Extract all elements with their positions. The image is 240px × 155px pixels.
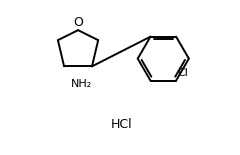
Text: Cl: Cl xyxy=(178,68,188,78)
Text: NH₂: NH₂ xyxy=(71,79,92,89)
Text: HCl: HCl xyxy=(111,118,132,131)
Text: O: O xyxy=(73,16,83,29)
